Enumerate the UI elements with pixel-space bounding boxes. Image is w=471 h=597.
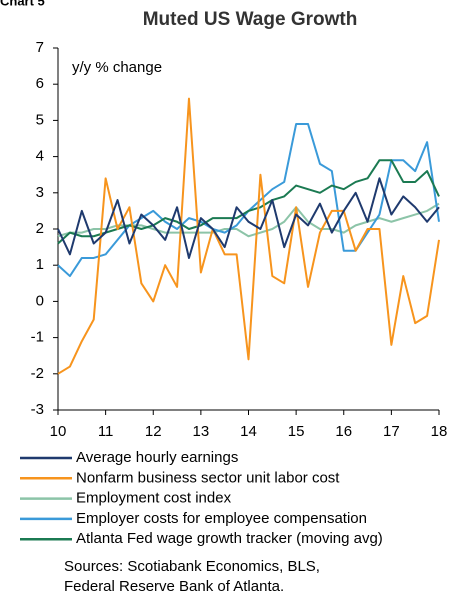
source: Sources: Scotiabank Economics, BLS, bbox=[64, 558, 320, 575]
y-tick-label: 4 bbox=[36, 148, 44, 165]
y-tick-label: -3 bbox=[31, 401, 44, 418]
y-tick-label: 7 bbox=[36, 39, 44, 56]
x-tick-label: 11 bbox=[98, 423, 114, 440]
y-tick-label: -2 bbox=[31, 365, 44, 382]
legend-label: Atlanta Fed wage growth tracker (moving … bbox=[76, 530, 383, 547]
y-tick-label: -1 bbox=[31, 329, 44, 346]
y-axis-label: y/y % change bbox=[72, 59, 162, 76]
legend-label: Nonfarm business sector unit labor cost bbox=[76, 469, 340, 486]
x-tick-label: 13 bbox=[193, 423, 210, 440]
legend-label: Employment cost index bbox=[76, 490, 232, 507]
x-tick-label: 12 bbox=[145, 423, 162, 440]
y-tick-label: 1 bbox=[36, 256, 44, 273]
y-tick-label: 2 bbox=[36, 220, 44, 237]
y-tick-label: 3 bbox=[36, 184, 44, 201]
series-line bbox=[57, 97, 440, 375]
x-tick-label: 14 bbox=[240, 423, 257, 440]
y-tick-label: 5 bbox=[36, 111, 44, 128]
x-tick-label: 17 bbox=[383, 423, 400, 440]
source: Federal Reserve Bank of Atlanta. bbox=[64, 578, 284, 595]
x-tick-label: 18 bbox=[431, 423, 448, 440]
x-tick-label: 15 bbox=[288, 423, 305, 440]
series-line bbox=[57, 159, 440, 245]
chart-label: Chart 5 bbox=[0, 0, 45, 8]
y-tick-label: 6 bbox=[36, 75, 44, 92]
series-line bbox=[57, 177, 440, 259]
legend-label: Average hourly earnings bbox=[76, 449, 238, 466]
legend-label: Employer costs for employee compensation bbox=[76, 510, 367, 527]
x-tick-label: 16 bbox=[335, 423, 352, 440]
y-tick-label: 0 bbox=[36, 292, 44, 309]
chart-title: Muted US Wage Growth bbox=[143, 9, 358, 30]
x-tick-label: 10 bbox=[50, 423, 67, 440]
